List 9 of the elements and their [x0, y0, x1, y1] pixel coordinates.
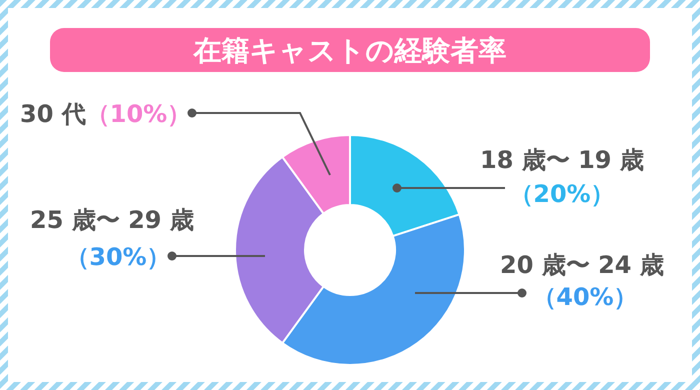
- slice-label: 18 歳〜 19 歳: [480, 146, 644, 174]
- data-label: （20%）: [509, 180, 615, 208]
- slice-label: 30 代: [20, 100, 86, 128]
- data-label: （40%）: [532, 283, 638, 311]
- chart-title: 在籍キャストの経験者率: [192, 34, 506, 67]
- slice-label: 25 歳〜 29 歳: [30, 206, 194, 234]
- data-label: （30%）: [65, 243, 171, 271]
- data-label: （10%）: [86, 100, 192, 128]
- slice-label: 20 歳〜 24 歳: [500, 251, 664, 279]
